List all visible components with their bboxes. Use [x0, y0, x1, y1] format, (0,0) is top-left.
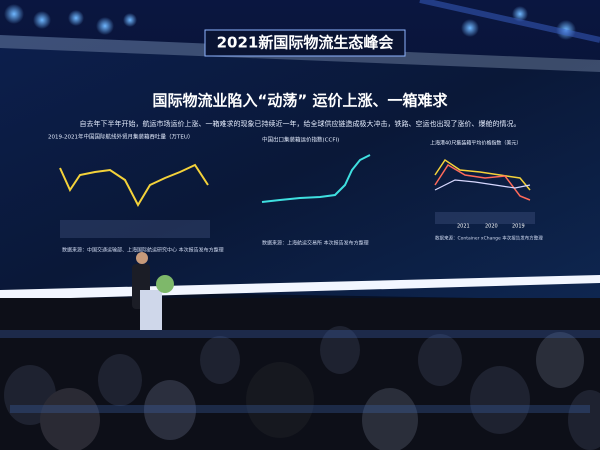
banner [204, 29, 406, 57]
legend-entry: 2019 [512, 224, 525, 230]
screen [0, 35, 600, 300]
slide-intro: 自去年下半年开始，航运市场运价上涨、一箱难求的现象已持续近一年，给全球供应链造成… [80, 119, 521, 128]
panel-title: 中国出口集装箱运价指数(CCFI) [262, 136, 339, 144]
panel-line [261, 154, 371, 203]
speaker [132, 252, 174, 330]
audience [0, 326, 600, 450]
panel-line [434, 163, 531, 201]
legend-entry: 2020 [485, 224, 498, 230]
panel-title: 2019-2021年中国国际航线外贸月集装箱吞吐量（万TEU） [48, 133, 193, 141]
panel-source: 数据来源：上海航运交易所 本次报告发布方整理 [262, 240, 369, 247]
panel-line [59, 163, 209, 208]
panel-title: 上海港40尺集装箱平均价格指数（美元） [430, 140, 521, 147]
panel-source: 数据来源：Container xChange 本次报告发布方整理 [435, 235, 543, 242]
axis-labels [60, 220, 210, 238]
legend-entry: 2021 [457, 224, 470, 230]
panel-line [434, 158, 531, 191]
axis-labels [435, 212, 535, 224]
ceiling-lights [4, 0, 600, 43]
event-banner: 2021新国际物流生态峰会 [217, 34, 394, 52]
slide-title: 国际物流业陷入“动荡” 运价上涨、一箱难求 [153, 92, 449, 110]
panel-source: 数据来源：中国交通运输部、上海国际航运研究中心 本次报告发布方整理 [62, 247, 224, 254]
panel-line [434, 179, 531, 191]
